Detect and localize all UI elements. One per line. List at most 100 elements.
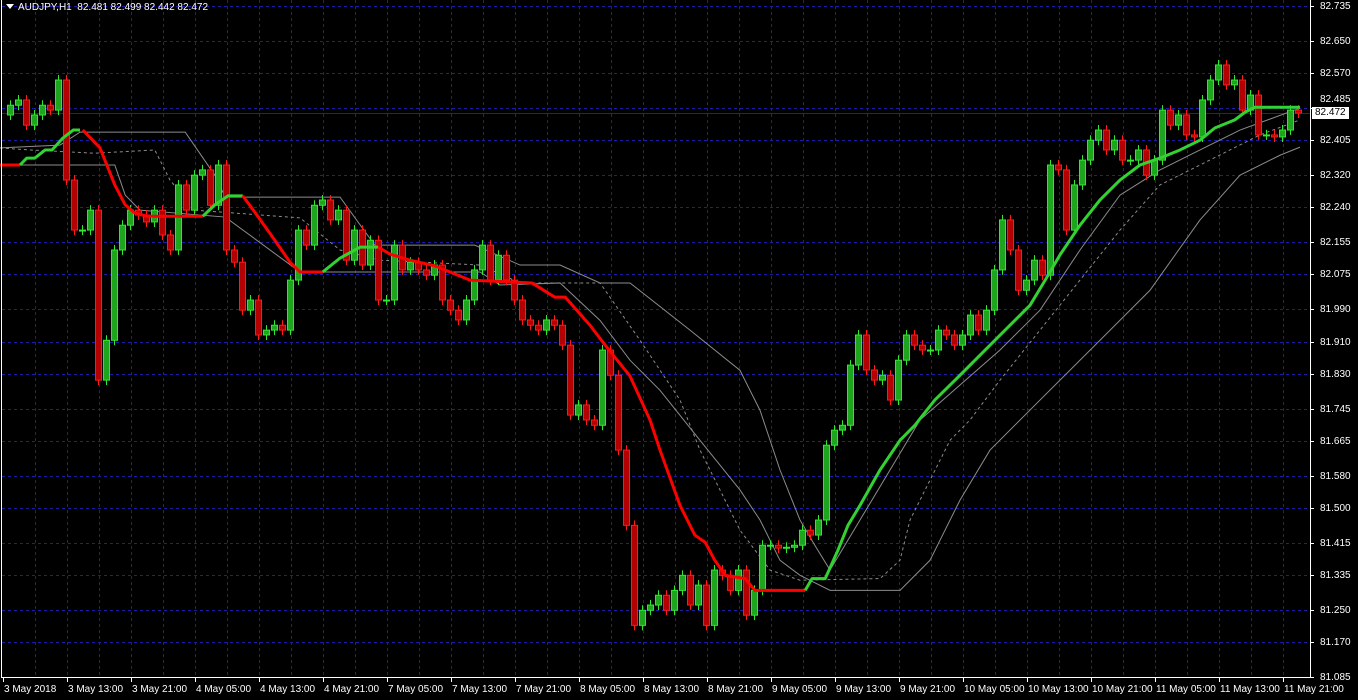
candle <box>223 160 230 255</box>
candle-body <box>79 229 86 232</box>
candle-body <box>527 319 534 326</box>
candle <box>271 320 278 336</box>
candle <box>567 340 574 421</box>
header-low: 82.442 <box>144 2 175 13</box>
candle-body <box>1263 134 1270 137</box>
dropdown-triangle-icon[interactable] <box>6 4 14 9</box>
candle-body <box>287 279 294 331</box>
candle <box>191 170 198 216</box>
candle-body <box>591 419 598 426</box>
x-tick-label: 7 May 21:00 <box>516 684 572 695</box>
candle-body <box>951 334 958 346</box>
y-tick-label: 82.570 <box>1320 68 1351 79</box>
candle <box>879 370 886 386</box>
candle <box>335 205 342 225</box>
x-tick-label: 7 May 05:00 <box>388 684 444 695</box>
candle-body <box>799 529 806 546</box>
candle-body <box>463 299 470 321</box>
candle-body <box>439 264 446 301</box>
y-tick-label: 81.335 <box>1320 570 1351 581</box>
candle-body <box>807 529 814 536</box>
candle-body <box>615 374 622 451</box>
candle-body <box>959 334 966 346</box>
y-tick-label: 81.415 <box>1320 538 1351 549</box>
candle-body <box>159 209 166 236</box>
candle <box>743 565 750 621</box>
candle <box>583 399 590 425</box>
candle <box>7 100 14 120</box>
candle-body <box>1279 129 1286 138</box>
candle-body <box>639 609 646 626</box>
candle-body <box>519 299 526 321</box>
candle-body <box>1031 259 1038 281</box>
candle-body <box>679 574 686 591</box>
candle <box>799 525 806 551</box>
candle <box>663 590 670 616</box>
candle-body <box>247 299 254 311</box>
candle-body <box>559 324 566 346</box>
x-tick-label: 3 May 2018 <box>4 684 57 695</box>
candle-body <box>87 209 94 231</box>
candle-body <box>839 424 846 431</box>
candle-body <box>927 349 934 352</box>
candle <box>303 225 310 251</box>
candle-body <box>1183 114 1190 136</box>
candle-body <box>1071 184 1078 231</box>
candle <box>1071 179 1078 236</box>
candle-body <box>1151 159 1158 176</box>
candle-body <box>1015 249 1022 291</box>
candle <box>1039 255 1046 281</box>
candle-body <box>383 299 390 302</box>
candle-body <box>831 429 838 446</box>
candle-body <box>631 524 638 626</box>
candle <box>527 314 534 331</box>
candle <box>1047 160 1054 281</box>
candle <box>79 225 86 236</box>
candle <box>1287 105 1294 136</box>
current-price-label: 82.472 <box>1312 107 1349 119</box>
candle-body <box>1095 129 1102 141</box>
candle <box>1215 59 1222 86</box>
x-tick-label: 4 May 21:00 <box>324 684 380 695</box>
candle <box>887 370 894 406</box>
y-tick-label: 82.075 <box>1320 269 1351 280</box>
candle-body <box>223 164 230 251</box>
candle-body <box>623 449 630 526</box>
candle-body <box>327 199 334 221</box>
trend-segment-down <box>241 195 323 274</box>
candle <box>287 275 294 336</box>
candle <box>1271 129 1278 142</box>
candle <box>47 100 54 116</box>
candle-body <box>919 344 926 351</box>
y-tick-label: 81.580 <box>1320 471 1351 482</box>
candle <box>679 570 686 596</box>
candle-body <box>271 324 278 331</box>
candle <box>1223 59 1230 90</box>
candle <box>511 275 518 306</box>
candle <box>111 245 118 346</box>
candle-body <box>855 334 862 366</box>
candle <box>55 75 62 116</box>
x-tick-label: 9 May 05:00 <box>772 684 828 695</box>
y-tick-label: 81.665 <box>1320 436 1351 447</box>
candle-body <box>775 544 782 549</box>
candle-body <box>1007 219 1014 251</box>
candle-body <box>319 199 326 206</box>
chart-frame <box>1 0 1314 678</box>
candle <box>695 580 702 611</box>
candle-body <box>735 569 742 591</box>
candle <box>591 414 598 431</box>
trend-segment-up <box>803 105 1300 592</box>
candle <box>551 314 558 331</box>
candle-body <box>655 594 662 606</box>
candle-body <box>215 164 222 206</box>
candles <box>7 59 1302 631</box>
candle <box>447 295 454 316</box>
candle <box>959 329 966 351</box>
candle-body <box>1191 134 1198 138</box>
header-high: 82.499 <box>110 2 142 13</box>
candle <box>519 295 526 325</box>
candle-body <box>543 319 550 331</box>
candle <box>1055 160 1062 175</box>
